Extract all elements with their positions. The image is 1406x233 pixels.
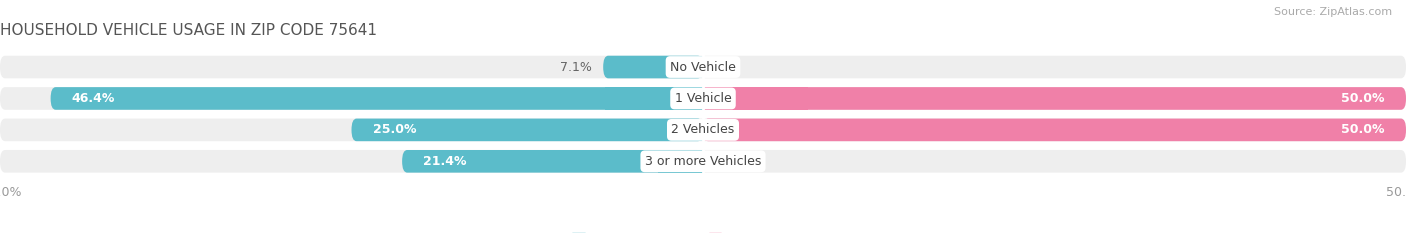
FancyBboxPatch shape [402, 150, 703, 173]
Text: 2 Vehicles: 2 Vehicles [672, 123, 734, 136]
Text: Source: ZipAtlas.com: Source: ZipAtlas.com [1274, 7, 1392, 17]
Bar [658, 150, 703, 173]
FancyBboxPatch shape [0, 150, 1406, 173]
FancyBboxPatch shape [0, 119, 1406, 141]
Text: 1 Vehicle: 1 Vehicle [675, 92, 731, 105]
Text: 7.1%: 7.1% [560, 61, 592, 74]
FancyBboxPatch shape [703, 119, 1406, 141]
FancyBboxPatch shape [0, 87, 1406, 110]
Text: 50.0%: 50.0% [1341, 92, 1385, 105]
FancyBboxPatch shape [51, 87, 703, 110]
FancyBboxPatch shape [603, 56, 703, 78]
Text: 50.0%: 50.0% [1341, 123, 1385, 136]
Bar [688, 56, 703, 78]
Bar [605, 87, 703, 110]
FancyBboxPatch shape [352, 119, 703, 141]
Text: No Vehicle: No Vehicle [671, 61, 735, 74]
Text: 46.4%: 46.4% [72, 92, 115, 105]
Text: 3 or more Vehicles: 3 or more Vehicles [645, 155, 761, 168]
Text: HOUSEHOLD VEHICLE USAGE IN ZIP CODE 75641: HOUSEHOLD VEHICLE USAGE IN ZIP CODE 7564… [0, 24, 377, 38]
Text: 25.0%: 25.0% [373, 123, 416, 136]
FancyBboxPatch shape [0, 56, 1406, 78]
FancyBboxPatch shape [703, 87, 1406, 110]
Bar [703, 87, 808, 110]
Bar [703, 119, 808, 141]
Text: 21.4%: 21.4% [423, 155, 467, 168]
Bar [650, 119, 703, 141]
